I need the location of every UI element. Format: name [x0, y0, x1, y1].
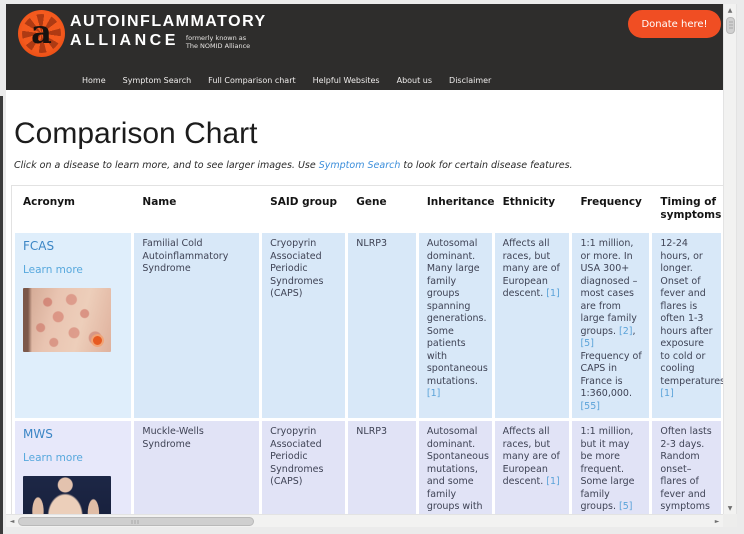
nav-item-symptom-search[interactable]: Symptom Search: [122, 76, 192, 85]
vertical-scrollbar-thumb[interactable]: [725, 17, 735, 34]
column-header-name: Name: [134, 189, 260, 230]
brand-line1: AUTOINFLAMMATORY: [70, 13, 267, 30]
table-header-row: Acronym Name SAID group Gene Inheritance Ethn…: [15, 189, 721, 230]
site-header: a AUTOINFLAMMATORY ALLIANCE formerly kno…: [6, 4, 723, 90]
vertical-scrollbar[interactable]: ▲ ▼: [723, 4, 737, 514]
brand-title: AUTOINFLAMMATORY ALLIANCE formerly known…: [70, 13, 267, 50]
intro-before: Click on a disease to learn more, and to…: [14, 160, 319, 171]
said-group-cell: Cryopyrin Associated Periodic Syndromes …: [262, 421, 346, 514]
said-group-cell: Cryopyrin Associated Periodic Syndromes …: [262, 233, 346, 418]
comparison-table: Acronym Name SAID group Gene Inheritance Ethn…: [12, 186, 723, 514]
reference-link[interactable]: [5]: [619, 501, 633, 512]
ethnicity-cell: Affects all races, but many are of Europ…: [494, 421, 570, 514]
page-title: Comparison Chart: [14, 117, 258, 150]
scroll-down-arrow-icon[interactable]: ▼: [727, 504, 733, 512]
table-body: FCAS Learn more Familial Cold Autoinflamma…: [15, 233, 723, 514]
disease-link[interactable]: MWS: [23, 427, 53, 441]
brand-former-name: formerly known as The NOMID Alliance: [186, 34, 250, 50]
nav-item-full-comparison-chart[interactable]: Full Comparison chart: [208, 76, 296, 85]
frequency-cell: 1:1 million, or more. In USA 300+ diagno…: [572, 233, 650, 418]
fcas-rash-photo[interactable]: [23, 288, 111, 352]
mws-rash-photo[interactable]: [23, 476, 111, 514]
scroll-left-arrow-icon[interactable]: ◄: [9, 517, 15, 525]
acronym-cell: MWS Learn more: [15, 421, 132, 514]
reference-link[interactable]: [2]: [619, 325, 633, 337]
reference-link[interactable]: [5]: [580, 338, 594, 349]
timing-cell: Often lasts 2-3 days. Random onset–flare…: [652, 421, 721, 514]
horizontal-scrollbar-thumb[interactable]: [18, 516, 254, 526]
nav-item-about-us[interactable]: About us: [396, 76, 433, 85]
horizontal-scrollbar[interactable]: ◄ ►: [6, 514, 723, 527]
reference-link[interactable]: [1]: [546, 476, 560, 487]
table-row-mws: MWS Learn more Muckle-Wells Syndrome Cryopy…: [15, 421, 721, 514]
column-header-acronym: Acronym: [15, 189, 132, 230]
frequency-cell: 1:1 million, but it may be more frequent…: [572, 421, 650, 514]
name-cell: Familial Cold Autoinflammatory Syndrome: [134, 233, 260, 418]
scrollbar-corner: [723, 514, 737, 527]
name-cell: Muckle-Wells Syndrome: [134, 421, 260, 514]
donate-button[interactable]: Donate here!: [628, 10, 721, 38]
inheritance-cell: Autosomal dominant. Spontaneous mutation…: [418, 421, 492, 514]
gene-cell: NLRP3: [348, 233, 416, 418]
table-row-fcas: FCAS Learn more Familial Cold Autoinflamma…: [15, 233, 723, 418]
photo-watermark-icon: [91, 334, 104, 347]
reference-link[interactable]: [1]: [660, 388, 674, 399]
intro-after: to look for certain disease features.: [400, 160, 573, 171]
symptom-search-link[interactable]: Symptom Search: [318, 160, 401, 171]
reference-link[interactable]: [1]: [426, 388, 441, 399]
window-edge: [0, 96, 3, 534]
disease-link[interactable]: FCAS: [23, 239, 55, 253]
browser-viewport: a AUTOINFLAMMATORY ALLIANCE formerly kno…: [6, 4, 723, 527]
reference-link[interactable]: [1]: [546, 288, 560, 299]
column-header-ethnicity: Ethnicity: [494, 189, 570, 230]
page-content: Comparison Chart Click on a disease to l…: [6, 90, 723, 514]
alliance-logo[interactable]: a: [18, 10, 65, 57]
reference-link[interactable]: [55]: [580, 400, 600, 412]
intro-text: Click on a disease to learn more, and to…: [9, 160, 723, 171]
scroll-right-arrow-icon[interactable]: ►: [714, 517, 720, 525]
scroll-up-arrow-icon[interactable]: ▲: [727, 6, 733, 14]
column-header-frequency: Frequency: [572, 189, 650, 230]
table-header: Acronym Name SAID group Gene Inheritance Ethn…: [15, 189, 721, 230]
learn-more-link[interactable]: Learn more: [23, 451, 83, 464]
former-line2: The NOMID Alliance: [185, 42, 251, 50]
former-line1: formerly known as: [185, 34, 247, 42]
gene-cell: NLRP3: [348, 421, 416, 514]
column-header-said-group: SAID group: [262, 189, 346, 230]
comparison-table-container: Acronym Name SAID group Gene Inheritance Ethn…: [11, 185, 723, 514]
inheritance-cell: Autosomal dominant. Many large family gr…: [418, 233, 492, 418]
column-header-timing-of-symptoms: Timing of symptoms: [652, 189, 721, 230]
learn-more-link[interactable]: Learn more: [23, 263, 83, 276]
main-nav: Home Symptom Search Full Comparison chart H…: [6, 76, 723, 85]
brand-line2: ALLIANCE: [70, 32, 179, 49]
acronym-cell: FCAS Learn more: [15, 233, 132, 418]
nav-item-disclaimer[interactable]: Disclaimer: [449, 76, 492, 85]
logo-letter: a: [31, 12, 52, 51]
nav-item-helpful-websites[interactable]: Helpful Websites: [312, 76, 380, 85]
ethnicity-cell: Affects all races, but many are of Europ…: [494, 233, 570, 418]
column-header-gene: Gene: [348, 189, 416, 230]
timing-cell: 12-24 hours, or longer. Onset of fever a…: [652, 233, 723, 418]
nav-item-home[interactable]: Home: [82, 76, 106, 85]
column-header-inheritance: Inheritance: [418, 189, 495, 230]
